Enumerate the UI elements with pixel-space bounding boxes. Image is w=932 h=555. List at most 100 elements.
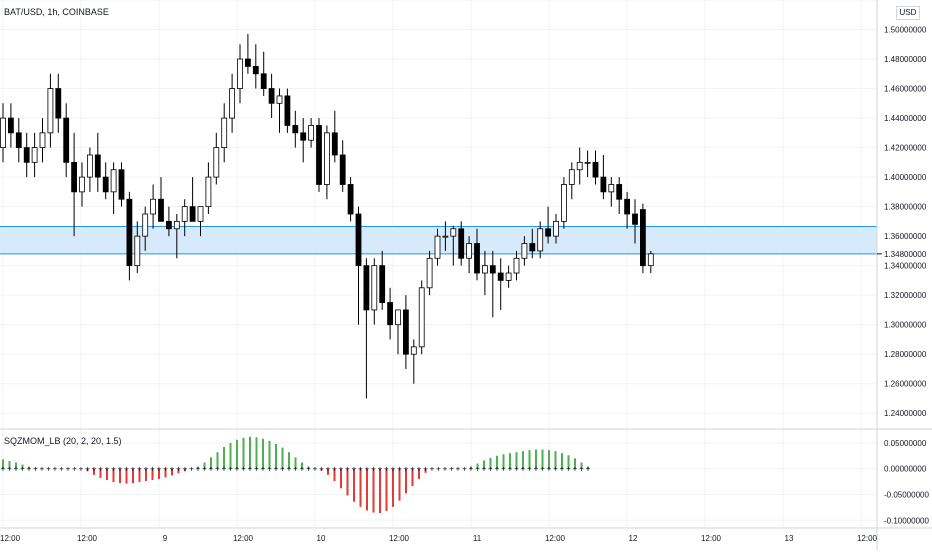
squeeze-dot: + <box>274 465 279 474</box>
squeeze-dot: + <box>449 465 454 474</box>
time-tick-label: 13 <box>785 534 794 543</box>
candle-body <box>371 265 378 311</box>
candle-body <box>102 176 109 193</box>
squeeze-dot: + <box>293 465 298 474</box>
squeeze-dot: + <box>352 465 357 474</box>
squeeze-dot: + <box>371 465 376 474</box>
price-tick-label: 1.40000000 <box>884 173 927 182</box>
squeeze-dot: + <box>326 465 331 474</box>
candle-body <box>118 169 125 200</box>
last-price-label: 1.34800000 <box>884 250 927 259</box>
momentum-tick-label: 0.00000000 <box>884 465 927 474</box>
squeeze-dot: + <box>339 465 344 474</box>
currency-badge[interactable]: USD <box>896 6 920 20</box>
candle-body <box>126 198 133 267</box>
squeeze-dot: + <box>540 465 545 474</box>
candle-body <box>616 184 623 200</box>
squeeze-dot: + <box>150 465 155 474</box>
squeeze-dot: + <box>553 465 558 474</box>
candle-body <box>426 257 433 289</box>
squeeze-dot: + <box>534 465 539 474</box>
price-tick-label: 1.24000000 <box>884 409 927 418</box>
candle-body <box>0 117 6 148</box>
time-tick-label: 12:00 <box>857 534 878 543</box>
time-tick-label: 11 <box>473 534 482 543</box>
momentum-tick-label: 0.05000000 <box>884 439 927 448</box>
time-tick-label: 12:00 <box>0 534 21 543</box>
candle-body <box>197 206 204 222</box>
squeeze-dot: + <box>261 465 266 474</box>
squeeze-dot: + <box>436 465 441 474</box>
squeeze-dot: + <box>157 465 162 474</box>
squeeze-dot: + <box>176 465 181 474</box>
squeeze-dot: + <box>53 465 58 474</box>
squeeze-dot: + <box>85 465 90 474</box>
price-tick-label: 1.34000000 <box>884 262 927 271</box>
squeeze-dot: + <box>144 465 149 474</box>
candle-body <box>442 235 449 238</box>
squeeze-dot: + <box>131 465 136 474</box>
candle-body <box>173 220 180 230</box>
candle-body <box>339 154 346 185</box>
squeeze-dot: + <box>163 465 168 474</box>
squeeze-dot: + <box>20 465 25 474</box>
candle-body <box>561 184 567 222</box>
squeeze-dot: + <box>222 465 227 474</box>
squeeze-dot: + <box>196 465 201 474</box>
squeeze-dot: + <box>547 465 552 474</box>
squeeze-dot: + <box>27 465 32 474</box>
squeeze-dot: + <box>579 465 584 474</box>
squeeze-dot: + <box>209 465 214 474</box>
squeeze-dot: + <box>384 465 389 474</box>
candle-body <box>434 235 441 259</box>
time-tick-label: 12:00 <box>389 534 410 543</box>
squeeze-dot: + <box>98 465 103 474</box>
squeeze-dot: + <box>482 465 487 474</box>
price-tick-label: 1.30000000 <box>884 321 927 330</box>
candle-body <box>379 265 386 303</box>
candle-body <box>39 132 46 148</box>
candle-body <box>632 213 638 225</box>
squeeze-dot: + <box>79 465 84 474</box>
squeeze-dot: + <box>40 465 45 474</box>
candle-body <box>489 265 496 274</box>
price-tick-label: 1.26000000 <box>884 380 927 389</box>
candle-body <box>418 287 425 348</box>
squeeze-dot: + <box>586 465 591 474</box>
candle-body <box>608 184 615 193</box>
squeeze-dot: + <box>267 465 272 474</box>
squeeze-dot: + <box>228 465 233 474</box>
time-tick-label: 9 <box>163 534 168 543</box>
squeeze-dot: + <box>306 465 311 474</box>
candle-body <box>568 169 575 185</box>
candle-body <box>481 265 488 274</box>
squeeze-dot: + <box>215 465 220 474</box>
squeeze-dot: + <box>92 465 97 474</box>
squeeze-dot: + <box>358 465 363 474</box>
squeeze-dot: + <box>462 465 467 474</box>
squeeze-dot: + <box>332 465 337 474</box>
candle-body <box>181 206 188 222</box>
squeeze-dot: + <box>417 465 422 474</box>
squeeze-dot: + <box>404 465 409 474</box>
candle-body <box>47 88 54 134</box>
candle-body <box>300 132 307 141</box>
squeeze-dot: + <box>319 465 324 474</box>
symbol-title: BAT/USD, 1h, COINBASE <box>4 7 109 17</box>
candle-body <box>331 132 338 156</box>
squeeze-dot: + <box>72 465 77 474</box>
candle-body <box>23 147 30 163</box>
candle-body <box>165 220 172 230</box>
squeeze-dot: + <box>300 465 305 474</box>
squeeze-dot: + <box>111 465 116 474</box>
candle-body <box>244 58 251 67</box>
candle-body <box>110 169 117 193</box>
candle-body <box>87 154 93 178</box>
candle-body <box>55 88 62 119</box>
candle-body <box>450 228 457 237</box>
price-tick-label: 1.28000000 <box>884 350 927 359</box>
candle-body <box>363 265 370 311</box>
candle-body <box>63 117 70 163</box>
